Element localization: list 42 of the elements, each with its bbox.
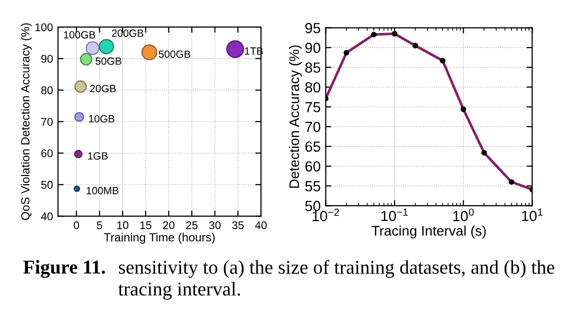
y-tick-label: 85 bbox=[305, 62, 320, 73]
x-tick-label: 10 bbox=[117, 221, 128, 230]
y-tick-label: 75 bbox=[305, 102, 320, 112]
y-tick-label: 100 bbox=[35, 23, 53, 32]
y-tick-label: 60 bbox=[41, 149, 53, 158]
y-tick-label: 55 bbox=[305, 181, 320, 192]
x-tick-label: 10$^{−1}$ bbox=[381, 208, 408, 222]
x-tick-label: 30 bbox=[209, 221, 221, 230]
x-tick-label: 10$^{1}$ bbox=[522, 208, 543, 222]
x-axis-title: Tracing Interval (s) bbox=[372, 226, 486, 238]
y-tick-label: 90 bbox=[41, 54, 53, 63]
series-label: 20GB bbox=[90, 84, 116, 92]
y-tick-label: 50 bbox=[41, 180, 53, 189]
y-axis-title: QoS Violation Detection Accuracy (%) bbox=[20, 23, 32, 220]
x-tick-label: 10$^{0}$ bbox=[453, 208, 474, 222]
x-tick-label: 0 bbox=[74, 221, 80, 230]
y-axis-title: Detection Accuracy (%) bbox=[288, 45, 302, 188]
y-tick-label: 95 bbox=[305, 22, 320, 34]
series-label: 50GB bbox=[96, 57, 122, 65]
y-tick-label: 60 bbox=[305, 161, 320, 172]
y-tick-label: 90 bbox=[305, 42, 320, 54]
x-axis-title: Training Time (hours) bbox=[104, 232, 215, 244]
series-label: 10GB bbox=[89, 115, 114, 122]
x-tick-label: 25 bbox=[186, 221, 198, 230]
y-tick-label: 70 bbox=[41, 118, 53, 126]
series-label: 1GB bbox=[88, 152, 108, 160]
caption: Figure 11. bbox=[23, 260, 105, 278]
y-tick-label: 70 bbox=[305, 122, 320, 132]
y-tick-label: 80 bbox=[41, 86, 53, 94]
x-tick-label: 35 bbox=[232, 221, 244, 230]
x-tick-label: 5 bbox=[96, 221, 102, 230]
series-label: 100MB bbox=[86, 186, 118, 194]
x-tick-label: 20 bbox=[163, 221, 174, 230]
series-label: 100GB bbox=[64, 31, 96, 38]
text: sensitivity to (a) the size of training datasets, and (b) the tracing interval. bbox=[118, 260, 554, 300]
series-label: 200GB bbox=[112, 30, 144, 37]
series-label: 500GB bbox=[158, 50, 190, 58]
x-tick-label: 40 bbox=[255, 221, 267, 230]
y-tick-label: 50 bbox=[305, 200, 320, 212]
x-tick-label: 15 bbox=[140, 221, 152, 230]
y-tick-label: 65 bbox=[305, 142, 320, 152]
y-tick-label: 80 bbox=[305, 82, 320, 93]
